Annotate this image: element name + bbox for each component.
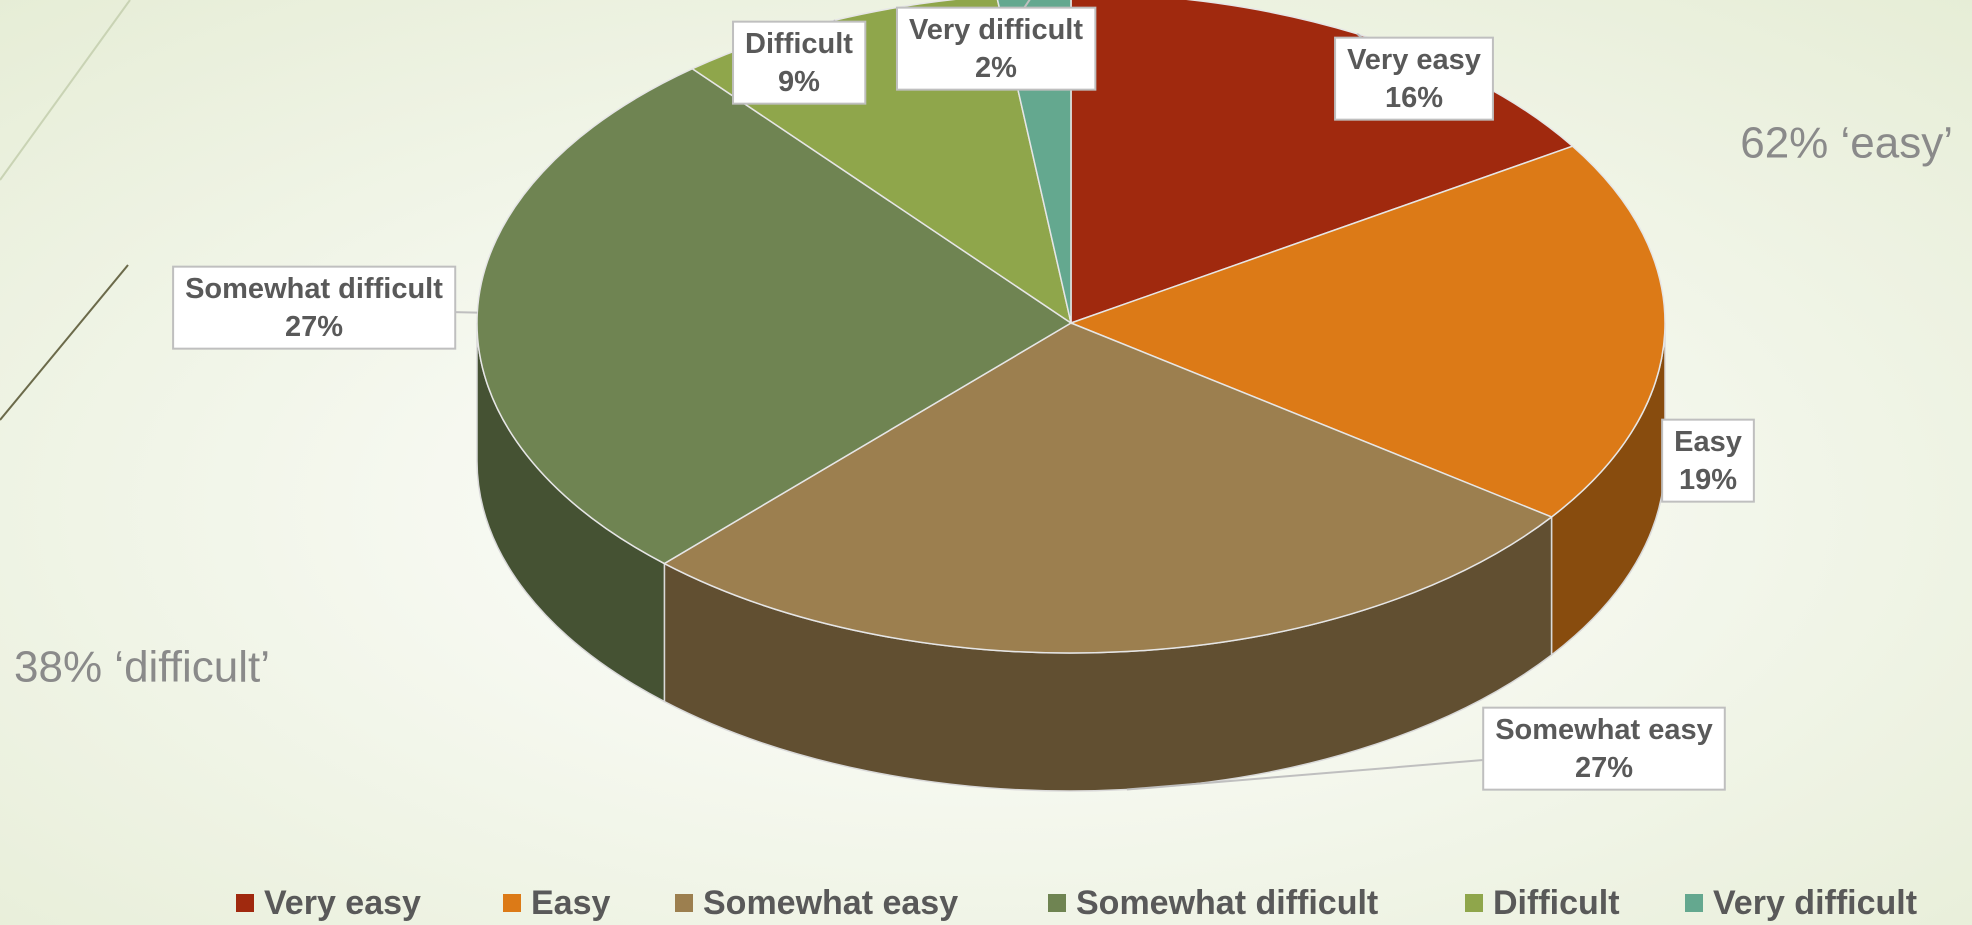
slice: [662, 322, 1554, 654]
data-label: Somewhat easy 27%: [1495, 714, 1713, 784]
legend-swatch: [1465, 894, 1483, 912]
data-label: Very difficult 2%: [909, 14, 1083, 84]
legend-label: Easy: [531, 884, 610, 922]
label-box: [1334, 36, 1494, 121]
legend-label: Very easy: [264, 884, 421, 922]
legend-label: Somewhat difficult: [1076, 884, 1378, 922]
data-label: Somewhat difficult 27%: [185, 273, 443, 343]
label-box: [1661, 418, 1755, 503]
category-label: Difficult: [745, 28, 853, 60]
value-label: 27%: [285, 311, 343, 343]
data-label: Very easy 16%: [1347, 44, 1481, 114]
decor-line: [0, 0, 131, 181]
legend-swatch: [503, 894, 521, 912]
label-box: [1482, 706, 1726, 791]
legend-swatch: [1048, 894, 1066, 912]
legend-swatch: [1685, 894, 1703, 912]
category-label: Somewhat difficult: [185, 273, 443, 305]
label-box: [732, 20, 867, 105]
annotation: 62% ‘easy’: [1740, 119, 1953, 168]
category-label: Somewhat easy: [1495, 714, 1713, 746]
value-label: 27%: [1575, 752, 1633, 784]
value-label: 19%: [1679, 464, 1737, 496]
legend-swatch: [675, 894, 693, 912]
value-label: 16%: [1385, 82, 1443, 114]
legend-label: Difficult: [1493, 884, 1620, 922]
category-label: Very easy: [1347, 44, 1481, 76]
value-label: 2%: [975, 52, 1017, 84]
value-label: 9%: [778, 66, 820, 98]
label-box: [895, 6, 1097, 91]
data-label: Difficult 9%: [745, 28, 853, 98]
legend-swatch: [236, 894, 254, 912]
annotation: 38% ‘difficult’: [14, 643, 270, 692]
label-box: [172, 265, 457, 350]
category-label: Very difficult: [909, 14, 1083, 46]
legend-label: Somewhat easy: [703, 884, 958, 922]
category-label: Easy: [1674, 426, 1742, 458]
legend-label: Very difficult: [1713, 884, 1917, 922]
decor-line: [0, 264, 129, 421]
data-label: Easy 19%: [1674, 426, 1742, 496]
slice: [1068, 145, 1666, 518]
